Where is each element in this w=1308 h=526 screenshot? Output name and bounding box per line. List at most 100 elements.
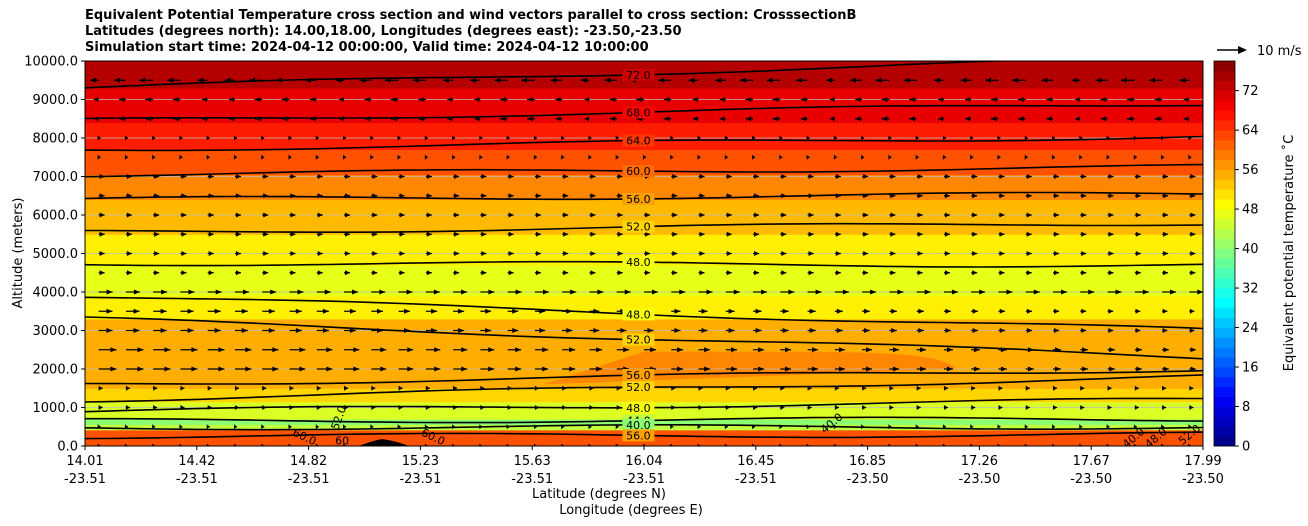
wind-arrow [715,77,726,83]
x-tick-label-lat: 16.04 [625,454,662,469]
wind-arrow [943,212,950,218]
wind-arrow [153,251,160,256]
wind-arrow [889,212,896,218]
contour-label-bg [622,220,655,233]
wind-arrow [970,424,974,430]
wind-arrow [909,97,917,102]
wind-arrow [888,443,892,446]
wind-arrow [889,231,896,237]
wind-arrow [180,328,194,333]
wind-arrow [398,366,414,372]
wind-arrow [316,174,323,179]
wind-arrow [834,231,841,237]
wind-arrow [943,405,948,410]
wind-arrow [1161,443,1165,446]
wind-arrow [371,174,378,179]
wind-arrow [453,174,460,179]
wind-arrow [616,212,623,218]
wind-arrow [697,443,701,446]
wind-arrow [616,289,631,295]
wind-arrow [1162,212,1169,218]
wind-arrow [1080,308,1087,314]
wind-arrow [862,405,867,410]
wind-arrow [1052,424,1056,430]
wind-arrow [153,328,167,333]
wind-arrow [861,154,865,160]
wind-arrow [753,308,762,314]
colorbar-segment [1214,347,1235,358]
wind-arrow [1080,270,1087,276]
wind-arrow [371,251,378,256]
wind-arrow [452,135,456,141]
wind-arrow [98,366,117,372]
wind-arrow [534,289,549,295]
wind-arrow [289,231,296,237]
wind-arrow [124,135,128,141]
wind-arrow [615,443,619,446]
wind-arrow [425,366,441,372]
wind-arrow [418,97,426,102]
colorbar-segment [1214,70,1235,82]
wind-arrow [206,443,210,446]
wind-arrow [315,443,319,446]
wind-arrow [725,231,732,237]
wind-arrow [234,251,241,256]
wind-arrow [671,270,678,276]
wind-arrow [780,231,787,237]
wind-arrow [153,231,160,237]
wind-arrow [971,251,978,256]
wind-arrow [550,77,563,83]
y-tick-label: 10000.0 [24,55,78,70]
wind-arrow [998,308,1006,314]
wind-arrow [1134,231,1141,237]
wind-arrow [125,328,140,333]
wind-arrow [98,308,113,314]
wind-arrow [370,154,374,160]
wind-arrow [371,231,378,237]
wind-arrow [453,212,460,218]
wind-arrow [316,231,323,237]
wind-arrow [1080,289,1095,295]
wind-arrow [971,231,978,237]
wind-arrow [970,443,974,446]
colorbar-segment [1214,367,1235,378]
wind-arrow [152,424,156,430]
wind-arrow [1189,405,1194,410]
wind-arrow [670,443,674,446]
wind-arrow [1134,289,1149,295]
wind-arrow [289,289,304,295]
wind-arrow [589,270,596,276]
quiver-key-label: 10 m/s [1257,44,1302,59]
colorbar-tick-label: 8 [1242,400,1250,415]
wind-arrow [1071,77,1081,83]
wind-arrow [698,231,705,237]
wind-arrow [1162,193,1169,199]
wind-arrow [971,366,980,372]
contour-label-bg [622,418,655,431]
colorbar-segment [1214,278,1235,289]
wind-arrow [889,289,904,295]
wind-arrow [500,97,508,102]
wind-arrow [1162,366,1169,372]
colorbar-segment [1214,100,1235,111]
wind-arrow [833,154,837,160]
wind-arrow [288,443,292,446]
wind-arrow [1080,347,1088,353]
wind-arrow [889,308,897,314]
wind-arrow [125,347,144,353]
wind-arrow [772,116,781,122]
wind-arrow [916,405,921,410]
wind-arrow [829,97,835,102]
wind-arrow [534,251,541,256]
wind-arrow [580,77,590,83]
wind-arrow [1011,77,1026,83]
wind-arrow [616,328,627,333]
terrain-blob [358,439,410,446]
wind-arrow [1162,405,1167,410]
wind-arrow [862,328,870,333]
wind-arrow [534,270,541,276]
wind-arrow [1080,385,1085,391]
wind-arrow [1183,116,1190,122]
wind-arrow [1162,270,1169,276]
wind-arrow [370,443,374,446]
